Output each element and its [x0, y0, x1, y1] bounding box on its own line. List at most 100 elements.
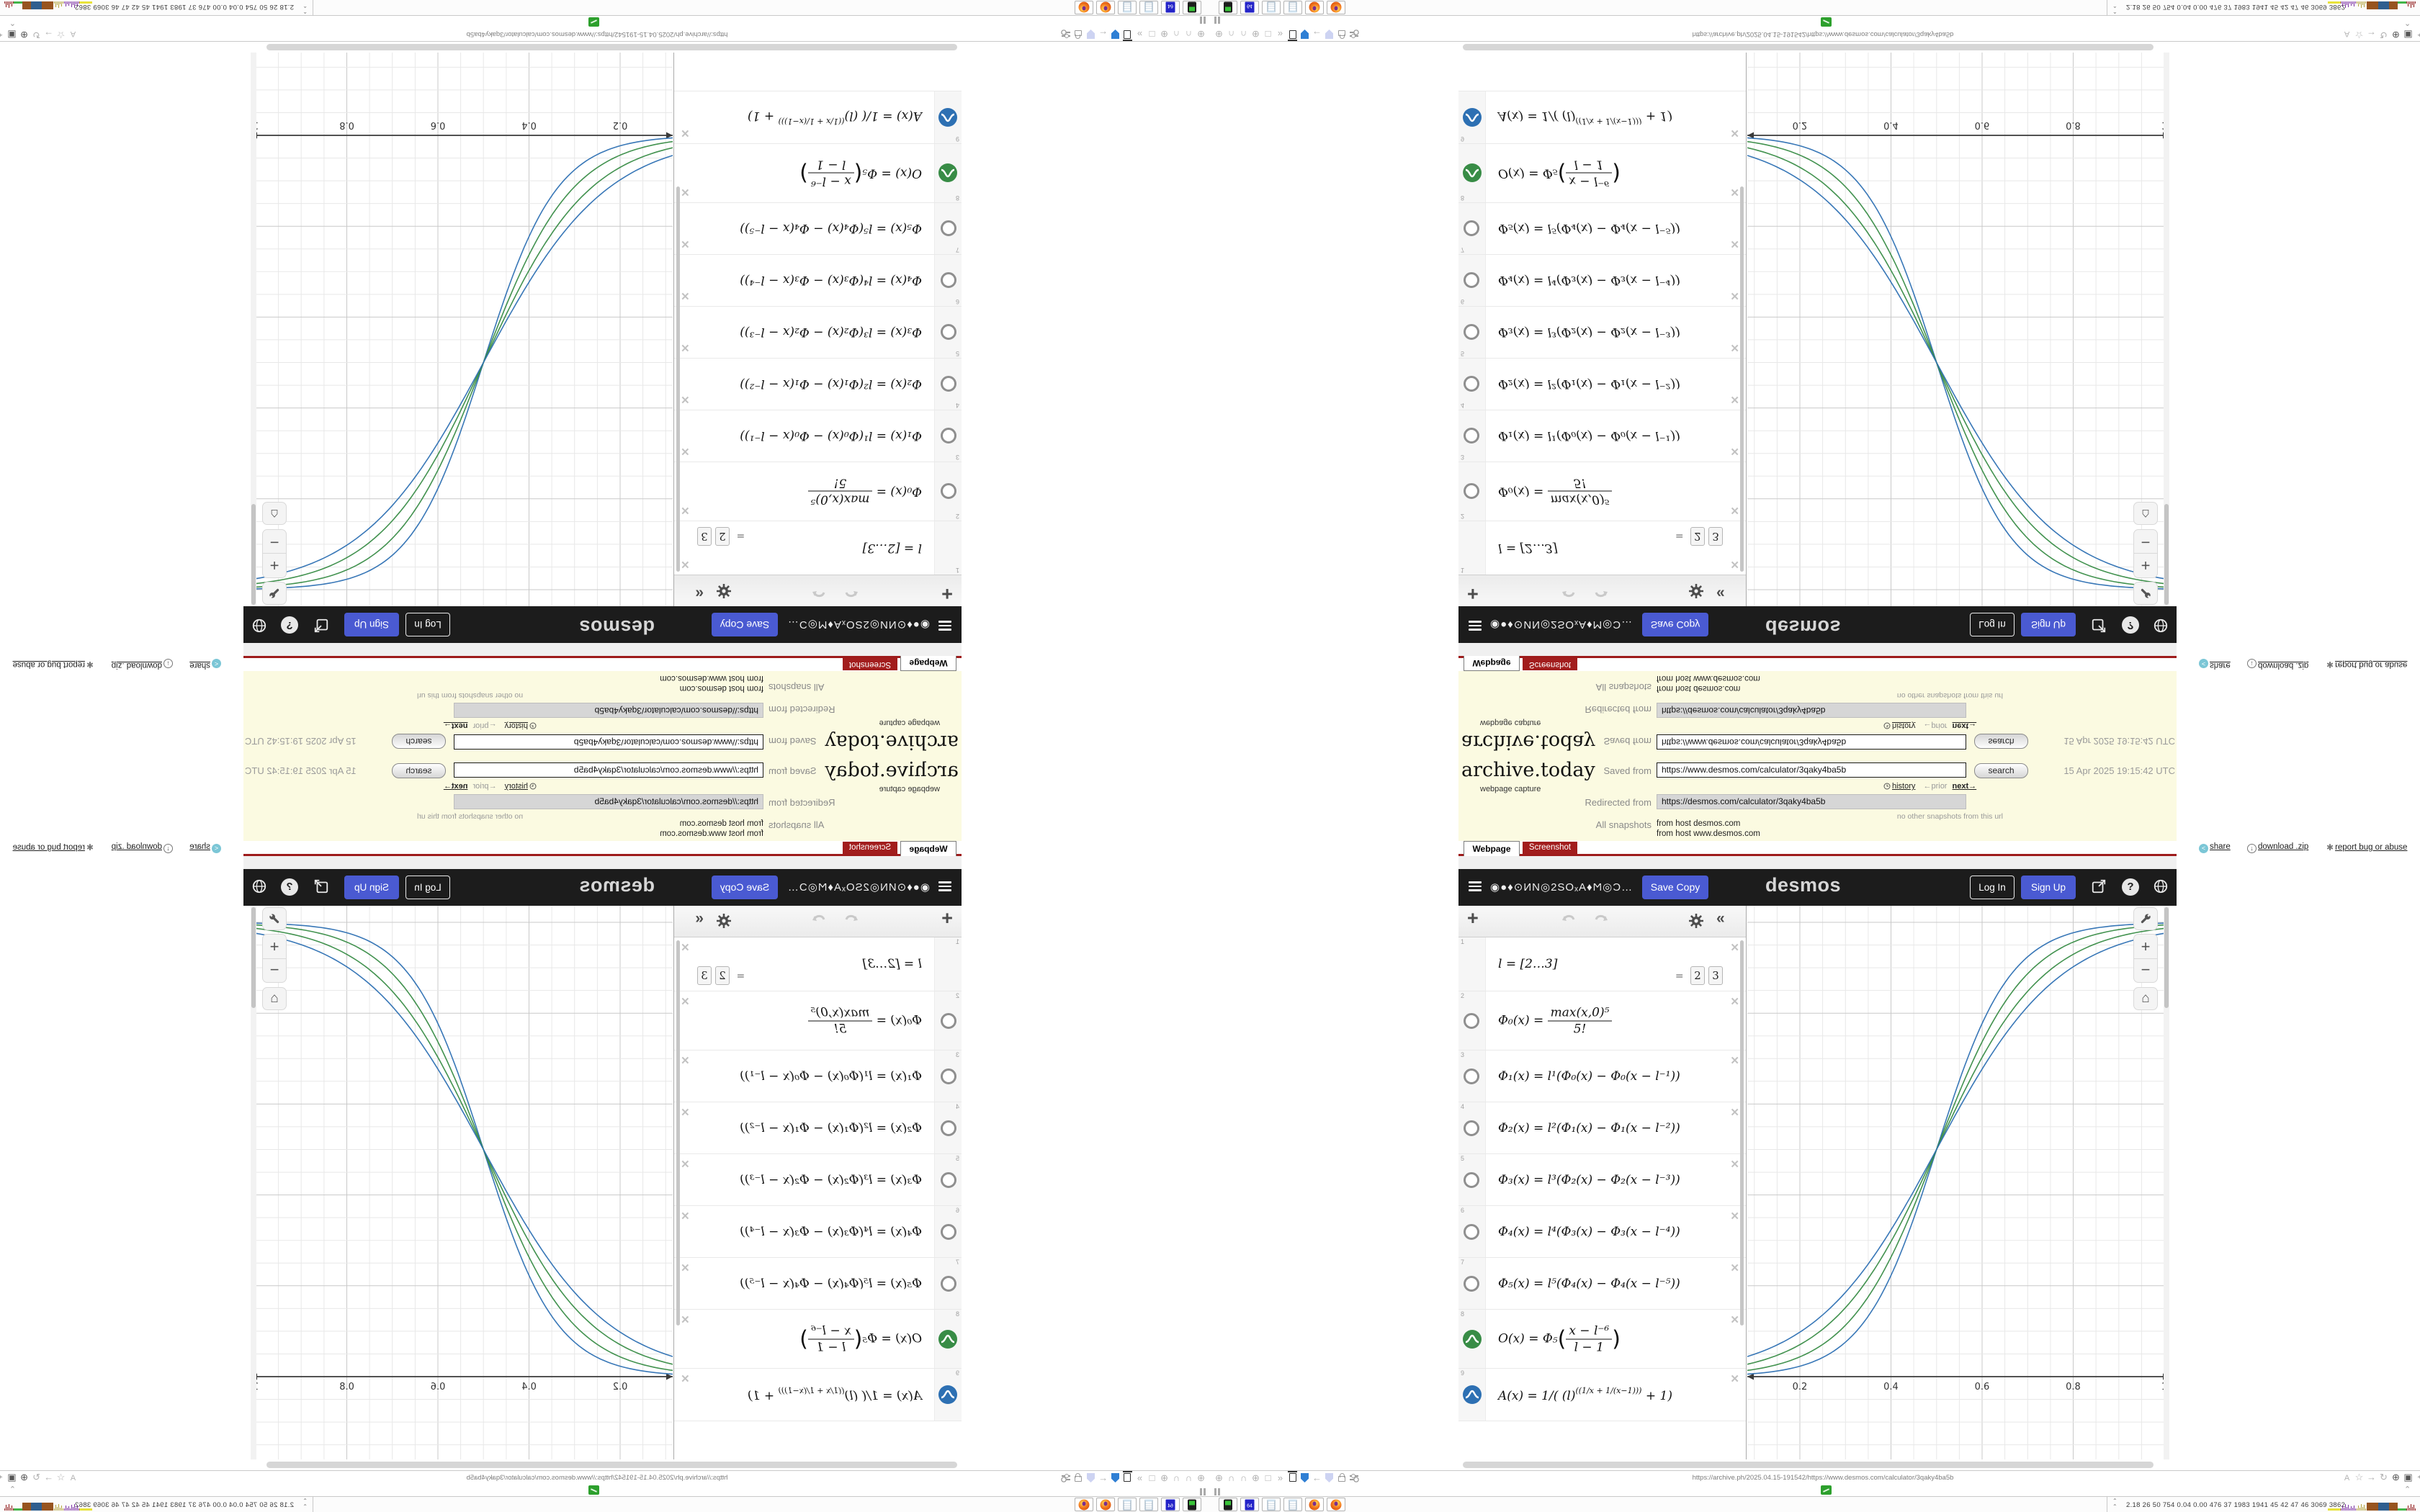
- save-copy-button[interactable]: Save Copy: [1642, 876, 1708, 899]
- expression-row[interactable]: 3 Φ₁(x) = l¹(Φ₀(x) − Φ₀(x − l⁻¹)) ✕: [1458, 1050, 1746, 1102]
- taskbar-app-floppy-64[interactable]: 64: [1161, 1, 1180, 14]
- delete-expression-icon[interactable]: ✕: [1730, 504, 1739, 516]
- delete-expression-icon[interactable]: ✕: [681, 393, 690, 405]
- delete-expression-icon[interactable]: ✕: [681, 1107, 690, 1119]
- saved-url-input[interactable]: https://www.desmos.com/calculator/3qaky4…: [454, 734, 763, 750]
- globe-icon[interactable]: [250, 878, 267, 896]
- delete-expression-icon[interactable]: ✕: [1730, 393, 1739, 405]
- graph-paper[interactable]: 0.20.40.60.81 + − ⌂: [1747, 53, 2169, 606]
- delete-expression-icon[interactable]: ✕: [1730, 1373, 1739, 1385]
- save-copy-button[interactable]: Save Copy: [1642, 613, 1708, 636]
- help-icon[interactable]: ?: [281, 878, 298, 896]
- toolbar-left-icons[interactable]: ⊕∩∩⊕□»←: [1213, 28, 1360, 40]
- gear-icon[interactable]: [1688, 579, 1705, 600]
- delete-expression-icon[interactable]: ✕: [681, 1373, 690, 1385]
- tab-webpage[interactable]: Webpage: [1464, 656, 1520, 671]
- from-host-www-link[interactable]: from host www.desmos.com: [1657, 674, 1760, 683]
- delete-expression-icon[interactable]: ✕: [1730, 996, 1739, 1008]
- download-zip-link[interactable]: ↓download .zip: [109, 842, 173, 853]
- chevron-up-icon[interactable]: ⌃: [2404, 18, 2411, 27]
- gear-icon[interactable]: [1688, 912, 1705, 933]
- expression-row[interactable]: 4 Φ₂(x) = l²(Φ₁(x) − Φ₁(x − l⁻²)) ✕: [674, 358, 962, 410]
- undo-icon[interactable]: [1559, 578, 1578, 600]
- horizontal-scrollbar-thumb[interactable]: [266, 1462, 957, 1468]
- share-link[interactable]: <share: [187, 842, 221, 853]
- hidden-curve-toggle[interactable]: [1464, 1171, 1479, 1188]
- toolbar-right-icons[interactable]: A☆→↻⊕▣✦»≡: [2344, 30, 2420, 40]
- home-button[interactable]: ⌂: [2133, 987, 2158, 1010]
- delete-expression-icon[interactable]: ✕: [1730, 289, 1739, 302]
- report-bug-link[interactable]: ✱report bug or abuse: [2326, 842, 2408, 852]
- report-bug-link[interactable]: ✱report bug or abuse: [12, 842, 94, 852]
- expression-row[interactable]: 7 Φ₅(x) = l⁵(Φ₄(x) − Φ₄(x − l⁻⁵)) ✕: [1458, 202, 1746, 254]
- redo-icon[interactable]: [1592, 578, 1610, 600]
- sign-up-button[interactable]: Sign Up: [344, 613, 399, 636]
- page-favicon[interactable]: [588, 1485, 599, 1495]
- expression-row[interactable]: 4 Φ₂(x) = l²(Φ₁(x) − Φ₁(x − l⁻²)) ✕: [674, 1102, 962, 1154]
- horizontal-scrollbar-thumb[interactable]: [266, 44, 957, 50]
- menu-icon[interactable]: [1469, 621, 1482, 631]
- taskbar-app-notepad[interactable]: [1262, 1, 1281, 14]
- download-zip-link[interactable]: ↓download .zip: [2247, 659, 2311, 670]
- hidden-curve-toggle[interactable]: [941, 1012, 956, 1029]
- expression-row[interactable]: 5 Φ₃(x) = l³(Φ₂(x) − Φ₂(x − l⁻³)) ✕: [674, 1154, 962, 1206]
- collapse-panel-icon[interactable]: «: [1716, 910, 1725, 927]
- graph-title[interactable]: ◉●♦⊙ИN◎2SOₓA♦Ϻ◎Ɔ…: [786, 881, 930, 894]
- log-in-button[interactable]: Log In: [1970, 876, 2015, 899]
- report-bug-link[interactable]: ✱report bug or abuse: [12, 660, 94, 670]
- graph-paper[interactable]: 0.20.40.60.81 + − ⌂: [251, 53, 673, 606]
- history-link[interactable]: history: [504, 782, 528, 791]
- save-copy-button[interactable]: Save Copy: [712, 613, 778, 636]
- saved-url-input[interactable]: https://www.desmos.com/calculator/3qaky4…: [1657, 762, 1966, 778]
- taskbar-app-notepad[interactable]: [1118, 1, 1137, 14]
- taskbar-app-floppy-64[interactable]: 64: [1161, 1498, 1180, 1511]
- download-zip-link[interactable]: ↓download .zip: [2247, 842, 2311, 853]
- taskbar-app-device-green[interactable]: [1183, 1, 1201, 14]
- wrench-icon[interactable]: [262, 907, 287, 930]
- expression-row[interactable]: 7 Φ₅(x) = l⁵(Φ₄(x) − Φ₄(x − l⁻⁵)) ✕: [1458, 1258, 1746, 1310]
- url-text[interactable]: https://archive.ph/2025.04.15-191542/htt…: [466, 1474, 728, 1482]
- add-expression-button[interactable]: +: [1467, 583, 1479, 605]
- sign-up-button[interactable]: Sign Up: [2021, 876, 2076, 899]
- graph-paper[interactable]: 0.20.40.60.81 + − ⌂: [1747, 906, 2169, 1459]
- taskbar-app-firefox[interactable]: [1305, 1498, 1324, 1511]
- embed-scrollbar-thumb[interactable]: [2164, 907, 2169, 1008]
- taskbar-app-notepad[interactable]: [1283, 1, 1302, 14]
- delete-expression-icon[interactable]: ✕: [1730, 558, 1739, 570]
- zoom-out-button[interactable]: −: [262, 529, 287, 554]
- graph-paper[interactable]: 0.20.40.60.81 + − ⌂: [251, 906, 673, 1459]
- delete-expression-icon[interactable]: ✕: [1730, 186, 1739, 198]
- collapse-panel-icon[interactable]: «: [695, 910, 704, 927]
- expression-row[interactable]: 6 Φ₄(x) = l⁴(Φ₃(x) − Φ₃(x − l⁻⁴)) ✕: [674, 1206, 962, 1258]
- zoom-in-button[interactable]: +: [2133, 554, 2158, 578]
- add-expression-button[interactable]: +: [1467, 907, 1479, 929]
- delete-expression-icon[interactable]: ✕: [681, 996, 690, 1008]
- saved-url-input[interactable]: https://www.desmos.com/calculator/3qaky4…: [1657, 734, 1966, 750]
- graph-title[interactable]: ◉●♦⊙ИN◎2SOₓA♦Ϻ◎Ɔ…: [786, 618, 930, 631]
- embed-scrollbar-thumb[interactable]: [2164, 504, 2169, 605]
- from-host-link[interactable]: from host desmos.com: [1657, 684, 1741, 693]
- horizontal-scrollbar-thumb[interactable]: [1463, 1462, 2154, 1468]
- expression-row[interactable]: 9 A(x) = 1/( (l)((1/x + 1/(x−1))) + 1) ✕: [1458, 1369, 1746, 1421]
- delete-expression-icon[interactable]: ✕: [681, 504, 690, 516]
- embed-scrollbar-thumb[interactable]: [251, 504, 256, 605]
- help-icon[interactable]: ?: [281, 616, 298, 634]
- add-expression-button[interactable]: +: [941, 583, 953, 605]
- expression-row[interactable]: 3 Φ₁(x) = l¹(Φ₀(x) − Φ₀(x − l⁻¹)) ✕: [1458, 410, 1746, 462]
- expression-row[interactable]: 6 Φ₄(x) = l⁴(Φ₃(x) − Φ₃(x − l⁻⁴)) ✕: [1458, 254, 1746, 306]
- toolbar-left-icons[interactable]: ⊕∩∩⊕□»←: [1213, 1471, 1360, 1484]
- globe-icon[interactable]: [250, 616, 267, 634]
- taskbar-app-notepad[interactable]: [1283, 1498, 1302, 1511]
- home-button[interactable]: ⌂: [262, 987, 287, 1010]
- delete-expression-icon[interactable]: ✕: [681, 1262, 690, 1274]
- delete-expression-icon[interactable]: ✕: [681, 238, 690, 250]
- expression-row[interactable]: 9 A(x) = 1/( (l)((1/x + 1/(x−1))) + 1) ✕: [674, 1369, 962, 1421]
- from-host-www-link[interactable]: from host www.desmos.com: [660, 674, 763, 683]
- delete-expression-icon[interactable]: ✕: [1730, 127, 1739, 139]
- horizontal-scrollbar-thumb[interactable]: [1463, 44, 2154, 50]
- menu-icon[interactable]: [938, 881, 951, 891]
- zoom-in-button[interactable]: +: [262, 934, 287, 958]
- share-link[interactable]: <share: [187, 659, 221, 670]
- expression-row[interactable]: 2 Φ₀(x) = max(x,0)⁵ 5! ✕: [674, 462, 962, 521]
- expression-row[interactable]: 1 l = [2…3] = 23 ✕: [674, 521, 962, 575]
